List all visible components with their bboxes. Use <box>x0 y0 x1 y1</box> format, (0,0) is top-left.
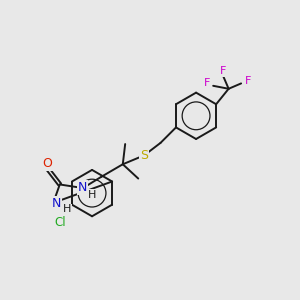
Text: H: H <box>63 204 71 214</box>
Text: F: F <box>220 66 226 76</box>
Text: O: O <box>42 157 52 169</box>
Text: Cl: Cl <box>54 216 66 229</box>
Text: S: S <box>140 149 148 162</box>
Text: H: H <box>88 190 96 200</box>
Text: F: F <box>203 78 210 88</box>
Text: N: N <box>78 181 87 194</box>
Text: F: F <box>244 76 251 86</box>
Text: N: N <box>52 197 62 210</box>
